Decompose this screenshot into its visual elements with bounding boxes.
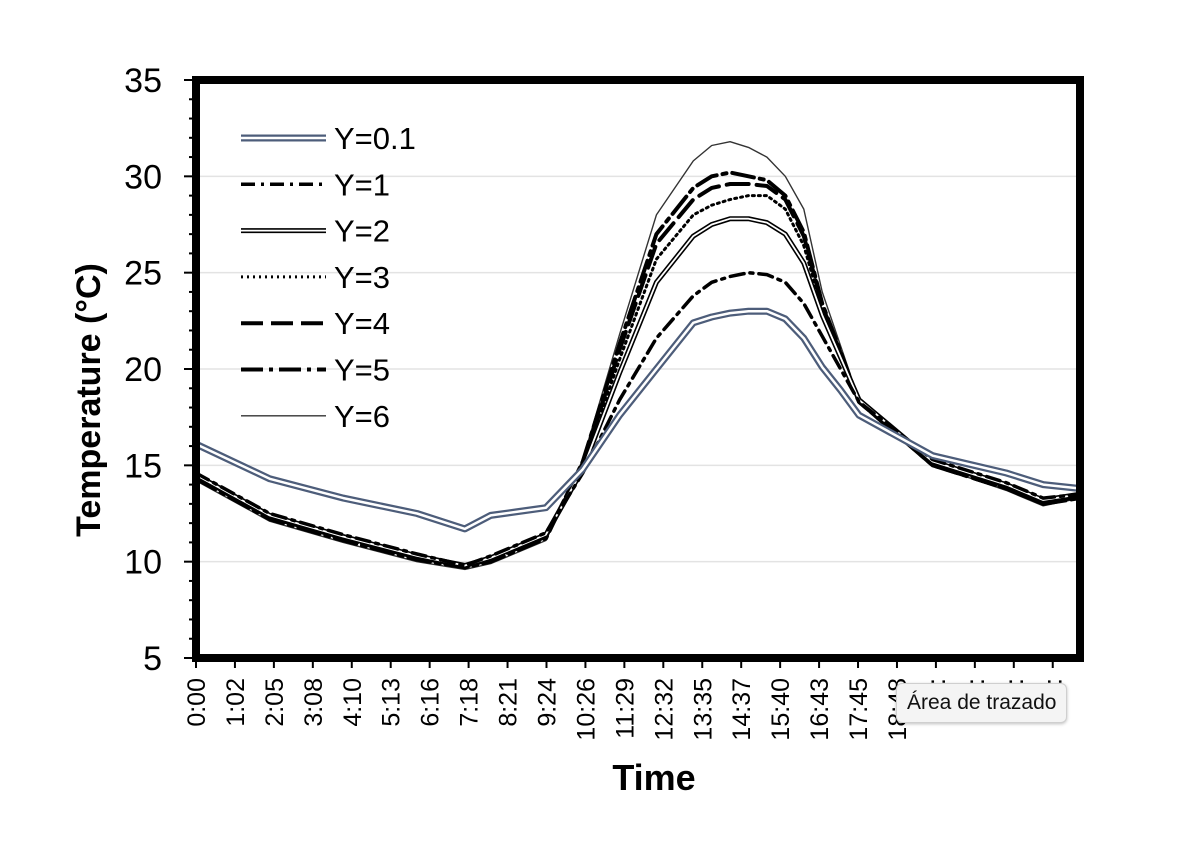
x-tick-label: 8:21 [495,678,523,727]
x-tick-label: 13:35 [689,678,717,741]
legend-item: Y=4 [241,306,390,341]
x-tick-label: 7:18 [456,678,484,727]
x-tick-label: 2:05 [261,678,289,727]
legend-label: Y=3 [334,260,390,295]
y-tick-label: 10 [124,544,162,582]
series-y-3 [196,194,1080,569]
legend-label: Y=5 [334,353,390,388]
legend-label: Y=1 [334,167,390,202]
x-tick-label: 15:40 [767,678,795,741]
x-tick-label: 11:29 [611,678,639,739]
series-line [196,194,1080,569]
series-y-0-1 [196,307,1080,533]
y-tick-label: 25 [124,255,162,293]
legend-item: Y=3 [241,260,390,295]
y-axis-title: Temperature (°C) [70,263,108,537]
x-tick-label: 3:08 [300,678,328,727]
x-tick-label: 5:13 [378,678,406,727]
x-tick-label: 16:43 [806,678,834,741]
x-tick-label: 0:00 [183,678,211,727]
x-tick-label: 10:26 [572,678,600,741]
series-layer [196,141,1080,571]
legend-label: Y=0.1 [334,121,416,156]
y-tick-label: 30 [124,158,162,196]
legend-item: Y=5 [241,353,390,388]
series-y-6 [196,141,1080,571]
legend: Y=0.1 Y=1 Y=2 Y=3 Y=4 Y=5 Y=6 [241,121,416,434]
series-line [196,182,1080,568]
series-line [196,141,1080,571]
x-tick-label: 6:16 [417,678,445,727]
plot-area-tooltip: Área de trazado [896,683,1068,723]
x-tick-label: 14:37 [728,678,756,741]
x-tick-label: 17:45 [845,678,873,741]
series-y-1 [196,270,1080,568]
x-tick-label: 12:32 [650,678,678,741]
y-tick-label: 5 [143,640,162,678]
y-tick-label: 15 [124,447,162,485]
series-line [196,309,1080,531]
legend-label: Y=2 [334,214,390,249]
legend-item: Y=6 [241,399,390,434]
x-tick-label: 4:10 [339,678,367,727]
legend-item: Y=0.1 [241,121,416,156]
x-tick-label: 1:02 [222,678,250,727]
legend-label: Y=4 [334,306,390,341]
x-axis-title: Time [612,757,695,798]
legend-item: Y=1 [241,167,390,202]
y-tick-label: 20 [124,351,162,389]
y-tick-label: 35 [124,62,162,100]
y-axis: 5 10 15 20 25 30 35 [124,62,196,678]
x-tick-label: 9:24 [533,678,561,727]
series-line [196,307,1080,533]
legend-item: Y=2 [241,214,390,249]
legend-label: Y=6 [334,399,390,434]
series-y-4 [196,182,1080,568]
series-line [196,270,1080,568]
